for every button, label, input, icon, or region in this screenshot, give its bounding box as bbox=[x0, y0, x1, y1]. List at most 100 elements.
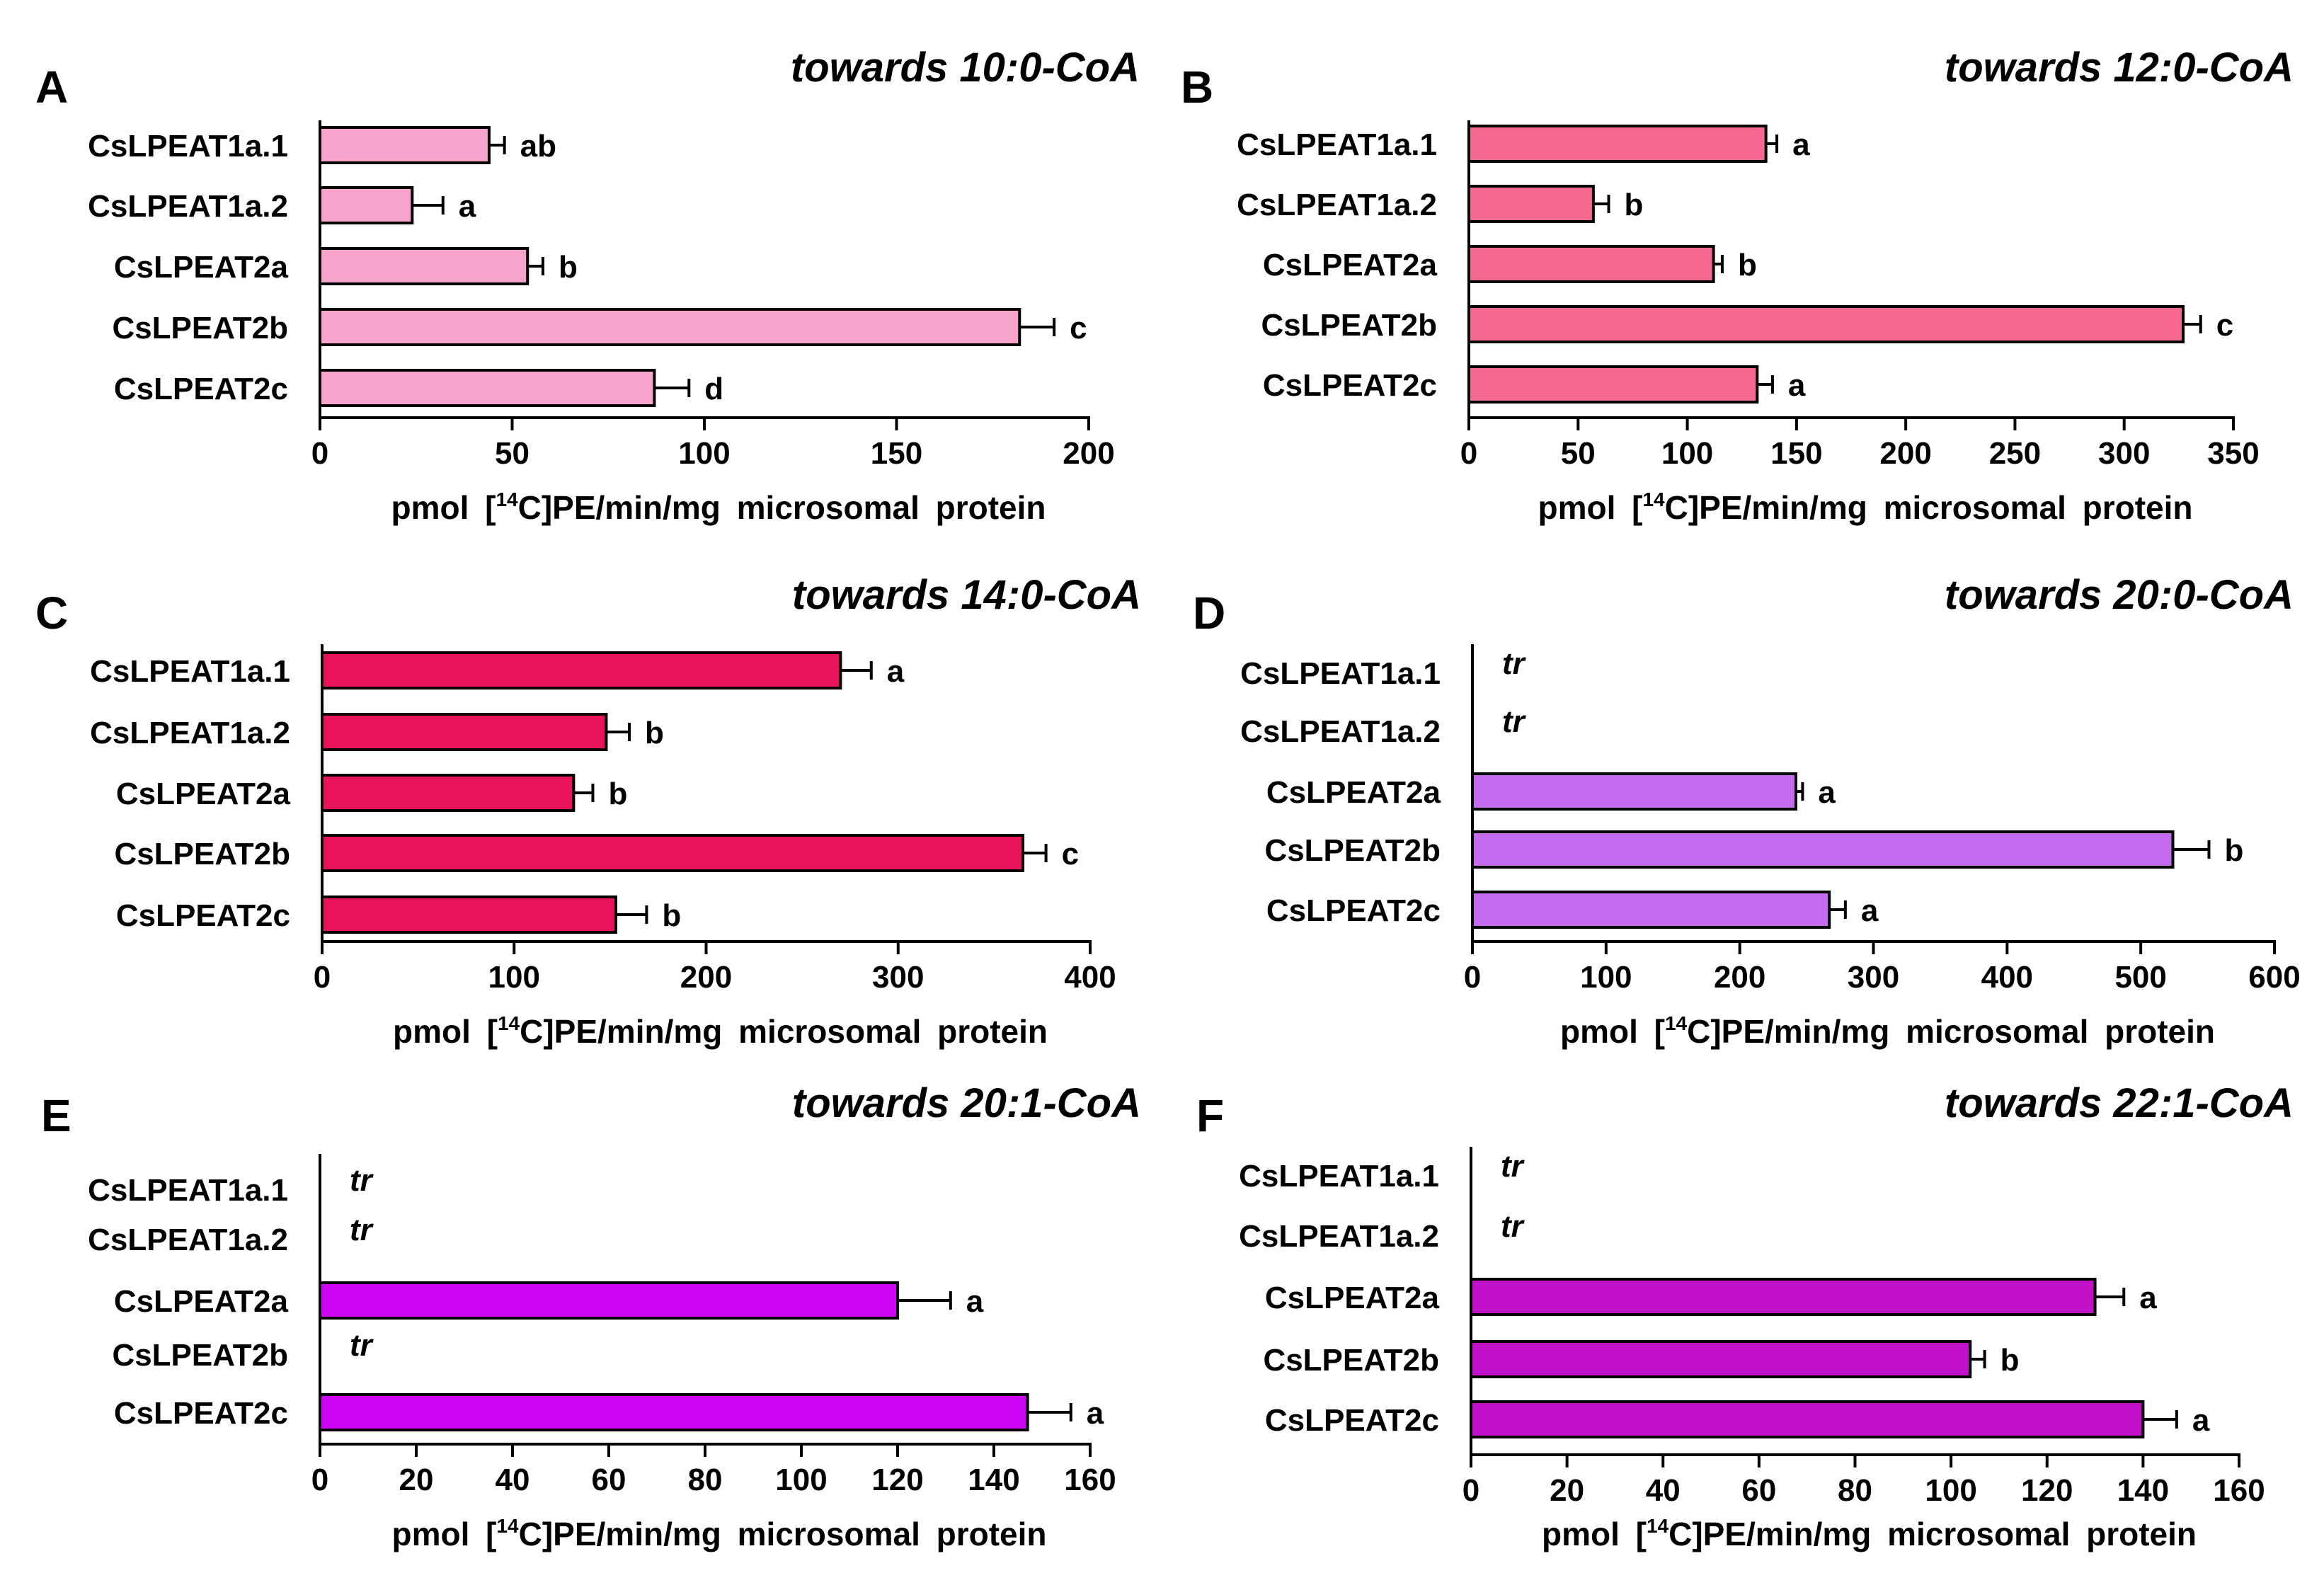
x-tick-label: 140 bbox=[2117, 1473, 2169, 1508]
significance-label: b bbox=[662, 898, 681, 933]
significance-label: a bbox=[1792, 127, 1810, 162]
x-tick-label: 80 bbox=[688, 1463, 723, 1497]
x-tick-label: 100 bbox=[1925, 1473, 1976, 1508]
x-tick-label: 200 bbox=[680, 960, 732, 995]
x-tick-label: 300 bbox=[1848, 960, 1899, 995]
significance-label: c bbox=[1062, 837, 1079, 871]
significance-label: a bbox=[1788, 368, 1806, 403]
significance-label: b bbox=[608, 777, 627, 811]
significance-label: c bbox=[2216, 308, 2233, 343]
bar bbox=[1472, 892, 1829, 927]
x-tick-label: 160 bbox=[1064, 1463, 1116, 1497]
x-tick-label: 100 bbox=[775, 1463, 827, 1497]
x-axis-label: pmol [14C]PE/min/mg microsomal protein bbox=[1542, 1515, 2197, 1552]
category-label: CsLPEAT1a.2 bbox=[1240, 714, 1441, 749]
x-tick-label: 50 bbox=[1561, 436, 1596, 471]
x-tick-label: 60 bbox=[1741, 1473, 1776, 1508]
category-label: CsLPEAT2c bbox=[1265, 1403, 1439, 1438]
x-tick-label: 0 bbox=[314, 960, 331, 995]
x-tick-label: 60 bbox=[592, 1463, 626, 1497]
panel-letter: B bbox=[1181, 62, 1213, 113]
category-label: CsLPEAT1a.2 bbox=[88, 1223, 288, 1257]
category-label: CsLPEAT2c bbox=[114, 372, 288, 406]
bar bbox=[320, 1395, 1028, 1430]
x-tick-label: 80 bbox=[1838, 1473, 1872, 1508]
bar bbox=[320, 127, 489, 163]
x-tick-label: 250 bbox=[1989, 436, 2041, 471]
x-tick-label: 350 bbox=[2207, 436, 2259, 471]
bar bbox=[322, 897, 616, 932]
category-label: CsLPEAT2b bbox=[1264, 833, 1441, 868]
category-label: CsLPEAT1a.2 bbox=[1237, 188, 1437, 222]
bar bbox=[1472, 774, 1796, 809]
category-label: CsLPEAT2a bbox=[1265, 1281, 1440, 1315]
category-label: CsLPEAT2b bbox=[112, 311, 288, 345]
bar bbox=[320, 309, 1019, 345]
panel-letter: D bbox=[1193, 588, 1225, 639]
x-tick-label: 150 bbox=[871, 436, 922, 471]
x-tick-label: 400 bbox=[1064, 960, 1116, 995]
x-axis-label: pmol [14C]PE/min/mg microsomal protein bbox=[1560, 1012, 2215, 1050]
significance-label: d bbox=[704, 372, 723, 406]
significance-label: a bbox=[887, 654, 905, 689]
category-label: CsLPEAT1a.1 bbox=[88, 1173, 288, 1208]
category-label: CsLPEAT2c bbox=[116, 898, 290, 933]
x-tick-label: 20 bbox=[399, 1463, 434, 1497]
x-tick-label: 300 bbox=[872, 960, 924, 995]
trace-label: tr bbox=[1502, 646, 1527, 681]
significance-label: b bbox=[559, 250, 578, 285]
x-tick-label: 200 bbox=[1063, 436, 1114, 471]
x-tick-label: 200 bbox=[1714, 960, 1765, 995]
category-label: CsLPEAT2c bbox=[1266, 893, 1441, 928]
bar bbox=[322, 835, 1023, 871]
significance-label: b bbox=[1624, 188, 1643, 222]
trace-label: tr bbox=[350, 1328, 374, 1363]
category-label: CsLPEAT2b bbox=[1261, 308, 1437, 343]
x-tick-label: 150 bbox=[1770, 436, 1822, 471]
chart-title: towards 14:0-CoA bbox=[792, 572, 1141, 618]
category-label: CsLPEAT1a.1 bbox=[1239, 1159, 1439, 1194]
x-axis-label: pmol [14C]PE/min/mg microsomal protein bbox=[391, 488, 1046, 526]
bar bbox=[1471, 1402, 2143, 1437]
panel-letter: C bbox=[35, 588, 68, 639]
x-tick-label: 50 bbox=[495, 436, 530, 471]
bar bbox=[1472, 832, 2173, 867]
x-tick-label: 100 bbox=[488, 960, 540, 995]
category-label: CsLPEAT2a bbox=[1263, 248, 1438, 282]
bar bbox=[1469, 126, 1766, 161]
significance-label: a bbox=[1861, 893, 1879, 928]
significance-label: a bbox=[1087, 1396, 1104, 1431]
category-label: CsLPEAT1a.1 bbox=[1237, 127, 1437, 162]
significance-label: ab bbox=[520, 129, 556, 164]
category-label: CsLPEAT1a.2 bbox=[90, 716, 290, 750]
significance-label: b bbox=[2224, 833, 2243, 868]
category-label: CsLPEAT2a bbox=[114, 250, 289, 285]
bar bbox=[322, 714, 606, 750]
x-tick-label: 300 bbox=[2098, 436, 2150, 471]
category-label: CsLPEAT2a bbox=[114, 1284, 289, 1319]
x-axis-label: pmol [14C]PE/min/mg microsomal protein bbox=[391, 1515, 1046, 1552]
x-axis-label: pmol [14C]PE/min/mg microsomal protein bbox=[1538, 488, 2192, 526]
panel-letter: A bbox=[35, 62, 68, 113]
trace-label: tr bbox=[1501, 1209, 1526, 1244]
bar bbox=[1471, 1279, 2095, 1315]
significance-label: a bbox=[2192, 1403, 2210, 1438]
bar bbox=[1469, 186, 1593, 222]
significance-label: a bbox=[459, 189, 476, 224]
x-tick-label: 200 bbox=[1879, 436, 1931, 471]
significance-label: a bbox=[966, 1284, 984, 1319]
category-label: CsLPEAT2b bbox=[114, 837, 290, 871]
x-tick-label: 120 bbox=[871, 1463, 923, 1497]
trace-label: tr bbox=[1502, 704, 1527, 739]
category-label: CsLPEAT2a bbox=[116, 777, 291, 811]
bar bbox=[320, 1283, 898, 1318]
x-tick-label: 0 bbox=[1460, 436, 1477, 471]
category-label: CsLPEAT1a.1 bbox=[1240, 656, 1441, 691]
significance-label: a bbox=[2139, 1281, 2157, 1315]
significance-label: c bbox=[1070, 311, 1087, 345]
chart-title: towards 20:0-CoA bbox=[1945, 572, 2294, 618]
x-tick-label: 0 bbox=[311, 1463, 328, 1497]
